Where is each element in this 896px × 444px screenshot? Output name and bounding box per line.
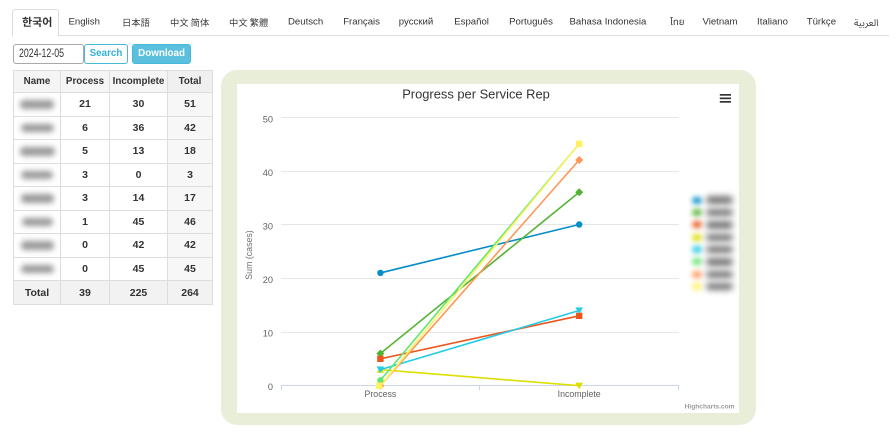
svg-text:Highcharts.com: Highcharts.com <box>685 404 735 411</box>
svg-text:50: 50 <box>263 115 273 125</box>
svg-text:40: 40 <box>263 168 273 178</box>
svg-text:Process: Process <box>365 389 397 399</box>
svg-text:Incomplete: Incomplete <box>558 389 601 399</box>
svg-text:30: 30 <box>263 222 273 232</box>
svg-text:Sum (cases): Sum (cases) <box>244 230 254 279</box>
svg-text:Progress per Service Rep: Progress per Service Rep <box>402 87 550 102</box>
svg-text:0: 0 <box>268 382 273 392</box>
svg-text:20: 20 <box>263 275 273 285</box>
svg-text:10: 10 <box>263 329 273 339</box>
